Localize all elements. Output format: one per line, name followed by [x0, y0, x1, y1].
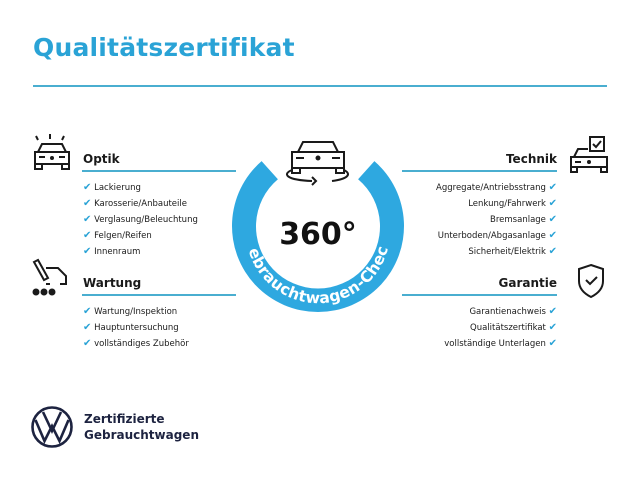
- list-item: ✔ Hauptuntersuchung: [83, 322, 179, 333]
- list-item: ✔ Innenraum: [83, 246, 141, 257]
- badge-360: 360°: [279, 217, 357, 252]
- brand-label: Zertifizierte Gebrauchtwagen: [84, 411, 199, 443]
- garantie-divider: [402, 294, 557, 296]
- section-heading-optik: Optik: [83, 152, 120, 166]
- check-icon: ✔: [83, 182, 92, 193]
- list-item: Sicherheit/Elektrik ✔: [468, 246, 557, 257]
- list-item: ✔ Verglasung/Beleuchtung: [83, 214, 198, 225]
- check-icon: ✔: [548, 198, 557, 209]
- brand-line-2: Gebrauchtwagen: [84, 428, 199, 442]
- optik-list: ✔ Lackierung ✔ Karosserie/Anbauteile ✔ V…: [83, 180, 198, 260]
- optik-divider: [82, 170, 236, 172]
- check-icon: ✔: [83, 322, 92, 333]
- car-lights-icon: [34, 134, 70, 170]
- technik-list: Aggregate/Antriebsstrang ✔ Lenkung/Fahrw…: [436, 180, 557, 260]
- list-item: ✔ Felgen/Reifen: [83, 230, 152, 241]
- check-icon: ✔: [83, 230, 92, 241]
- service-truck-icon: [32, 258, 67, 296]
- brand-line-1: Zertifizierte: [84, 412, 165, 426]
- car-checkbox-icon: [570, 136, 608, 173]
- list-item: Aggregate/Antriebsstrang ✔: [436, 182, 557, 193]
- check-icon: ✔: [548, 230, 557, 241]
- title-divider: [33, 85, 607, 87]
- section-heading-garantie: Garantie: [498, 276, 558, 290]
- check-icon: ✔: [548, 246, 557, 257]
- check-icon: ✔: [548, 338, 557, 349]
- list-item: ✔ Lackierung: [83, 182, 141, 193]
- list-item: Bremsanlage ✔: [490, 214, 557, 225]
- page-title: Qualitätszertifikat: [33, 33, 295, 62]
- section-heading-technik: Technik: [505, 152, 557, 166]
- list-item: Garantienachweis ✔: [469, 306, 557, 317]
- section-heading-wartung: Wartung: [83, 276, 142, 290]
- check-360-badge: Gebrauchtwagen-Check 360°: [228, 130, 404, 313]
- garantie-list: Garantienachweis ✔ Qualitätszertifikat ✔…: [444, 304, 557, 352]
- shield-check-icon: [578, 263, 604, 299]
- wartung-list: ✔ Wartung/Inspektion ✔ Hauptuntersuchung…: [83, 304, 189, 352]
- list-item: Qualitätszertifikat ✔: [470, 322, 557, 333]
- list-item: ✔ Wartung/Inspektion: [83, 306, 178, 317]
- car-rotate-icon: [286, 141, 349, 186]
- list-item: Unterboden/Abgasanlage ✔: [437, 230, 557, 241]
- list-item: ✔ vollständiges Zubehör: [83, 338, 189, 349]
- list-item: ✔ Karosserie/Anbauteile: [83, 198, 187, 209]
- check-icon: ✔: [83, 198, 92, 209]
- wartung-divider: [82, 294, 236, 296]
- check-icon: ✔: [548, 182, 557, 193]
- check-icon: ✔: [83, 338, 92, 349]
- check-icon: ✔: [548, 214, 557, 225]
- check-icon: ✔: [548, 322, 557, 333]
- check-icon: ✔: [83, 246, 92, 257]
- list-item: Lenkung/Fahrwerk ✔: [468, 198, 557, 209]
- ring: [232, 161, 404, 313]
- check-icon: ✔: [83, 306, 92, 317]
- check-icon: ✔: [83, 214, 92, 225]
- vw-logo-icon: [31, 406, 73, 448]
- list-item: vollständige Unterlagen ✔: [444, 338, 557, 349]
- check-icon: ✔: [548, 306, 557, 317]
- technik-divider: [402, 170, 557, 172]
